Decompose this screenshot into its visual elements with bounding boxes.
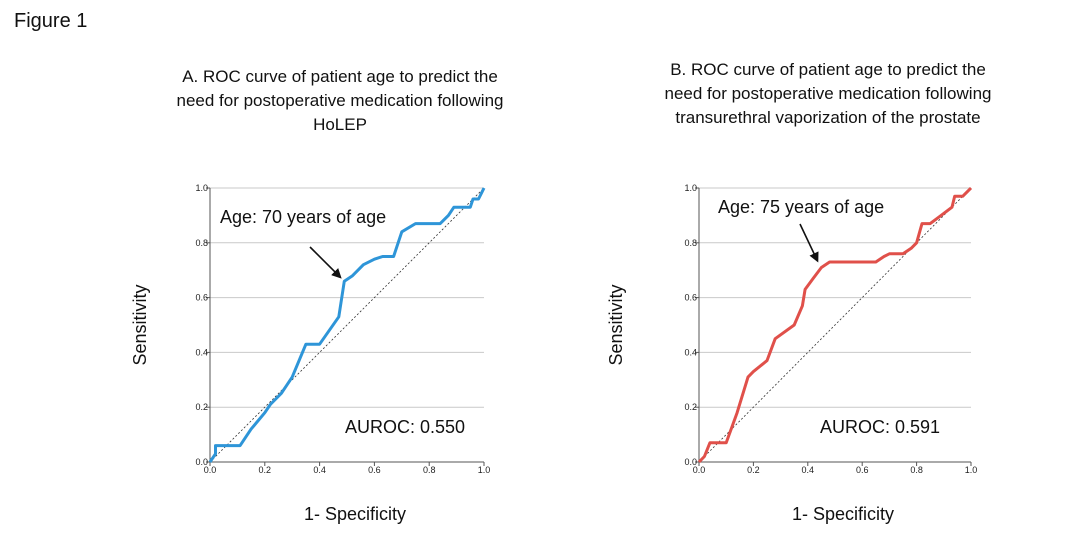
chart-a-title: A. ROC curve of patient age to predict t… <box>176 67 504 134</box>
y-axis-label: Sensitivity <box>130 284 150 365</box>
y-tick-label: 0.2 <box>195 402 208 412</box>
figure-label: Figure 1 <box>14 10 88 32</box>
x-axis-label: 1- Specificity <box>792 504 894 524</box>
x-tick-label: 0.0 <box>204 465 217 475</box>
y-tick-label: 1.0 <box>684 183 697 193</box>
annotation-arrow <box>309 246 342 279</box>
x-tick-label: 0.4 <box>313 465 326 475</box>
y-tick-label: 0.6 <box>195 293 208 303</box>
chart-b-title: B. ROC curve of patient age to predict t… <box>664 60 992 127</box>
chart-a: 0.0 0.2 0.4 0.6 0.8 1.0 0.0 0.2 0.4 0.6 0.8 1.0 Sens… <box>130 183 490 524</box>
y-tick-label: 0.4 <box>684 347 697 357</box>
reference-diagonal <box>209 187 485 463</box>
y-tick-label: 0.2 <box>684 402 697 412</box>
x-tick-label: 0.2 <box>259 465 272 475</box>
cutoff-annotation: Age: 75 years of age <box>718 197 884 217</box>
x-tick-label: 0.4 <box>802 465 815 475</box>
x-tick-label: 0.8 <box>910 465 923 475</box>
x-tick-label: 0.8 <box>423 465 436 475</box>
y-tick-label: 0.6 <box>684 293 697 303</box>
auroc-label: AUROC: 0.550 <box>345 417 465 437</box>
annotation-arrow <box>799 223 819 263</box>
roc-curve-b <box>697 186 973 464</box>
x-tick-label: 1.0 <box>478 465 491 475</box>
x-tick-label: 0.2 <box>747 465 760 475</box>
y-tick-label: 0.4 <box>195 347 208 357</box>
chart-b: 0.0 0.2 0.4 0.6 0.8 1.0 0.0 0.2 0.4 0.6 0.8 1.0 Sens… <box>606 183 977 524</box>
roc-curve-a <box>208 187 486 463</box>
y-axis-label: Sensitivity <box>606 284 626 365</box>
y-tick-label: 0.8 <box>684 238 697 248</box>
cutoff-annotation: Age: 70 years of age <box>220 207 386 227</box>
x-axis-label: 1- Specificity <box>304 504 406 524</box>
y-tick-label: 0.8 <box>195 238 208 248</box>
y-tick-label: 1.0 <box>195 183 208 193</box>
x-tick-label: 1.0 <box>965 465 978 475</box>
y-tick-label: 0.0 <box>195 457 208 467</box>
auroc-label: AUROC: 0.591 <box>820 417 940 437</box>
x-tick-label: 0.6 <box>856 465 869 475</box>
reference-diagonal <box>698 187 972 463</box>
y-tick-label: 0.0 <box>684 457 697 467</box>
x-tick-label: 0.6 <box>368 465 381 475</box>
x-tick-label: 0.0 <box>693 465 706 475</box>
